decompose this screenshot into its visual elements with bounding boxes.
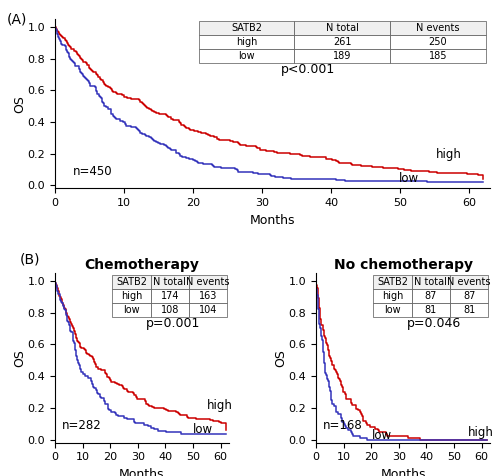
X-axis label: Months: Months bbox=[380, 468, 426, 476]
Text: n=168: n=168 bbox=[323, 419, 362, 432]
Text: low: low bbox=[192, 424, 212, 436]
Text: n=450: n=450 bbox=[72, 165, 112, 178]
Title: Chemotherapy: Chemotherapy bbox=[84, 258, 200, 272]
Y-axis label: OS: OS bbox=[13, 349, 26, 367]
Text: (A): (A) bbox=[7, 12, 28, 26]
Text: (B): (B) bbox=[20, 253, 40, 267]
Text: p<0.001: p<0.001 bbox=[281, 63, 336, 76]
Text: high: high bbox=[468, 426, 494, 439]
Text: high: high bbox=[436, 148, 462, 161]
Text: low: low bbox=[398, 172, 419, 185]
Text: p=0.046: p=0.046 bbox=[406, 317, 461, 330]
Y-axis label: OS: OS bbox=[274, 349, 287, 367]
Y-axis label: OS: OS bbox=[13, 95, 26, 113]
Text: low: low bbox=[372, 429, 392, 442]
Text: n=282: n=282 bbox=[62, 419, 102, 432]
Text: p=0.001: p=0.001 bbox=[146, 317, 200, 330]
X-axis label: Months: Months bbox=[250, 214, 295, 227]
X-axis label: Months: Months bbox=[120, 468, 165, 476]
Title: No chemotherapy: No chemotherapy bbox=[334, 258, 472, 272]
Text: high: high bbox=[207, 399, 233, 412]
